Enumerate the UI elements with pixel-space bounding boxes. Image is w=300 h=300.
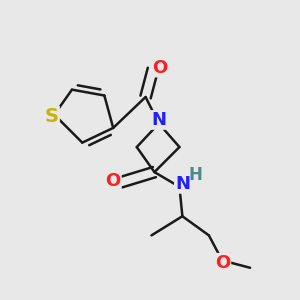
Text: N: N bbox=[151, 111, 166, 129]
Text: H: H bbox=[189, 166, 202, 184]
Text: O: O bbox=[152, 58, 167, 76]
Text: S: S bbox=[45, 106, 59, 126]
Text: N: N bbox=[175, 175, 190, 193]
Text: O: O bbox=[106, 172, 121, 190]
Text: O: O bbox=[215, 254, 230, 272]
